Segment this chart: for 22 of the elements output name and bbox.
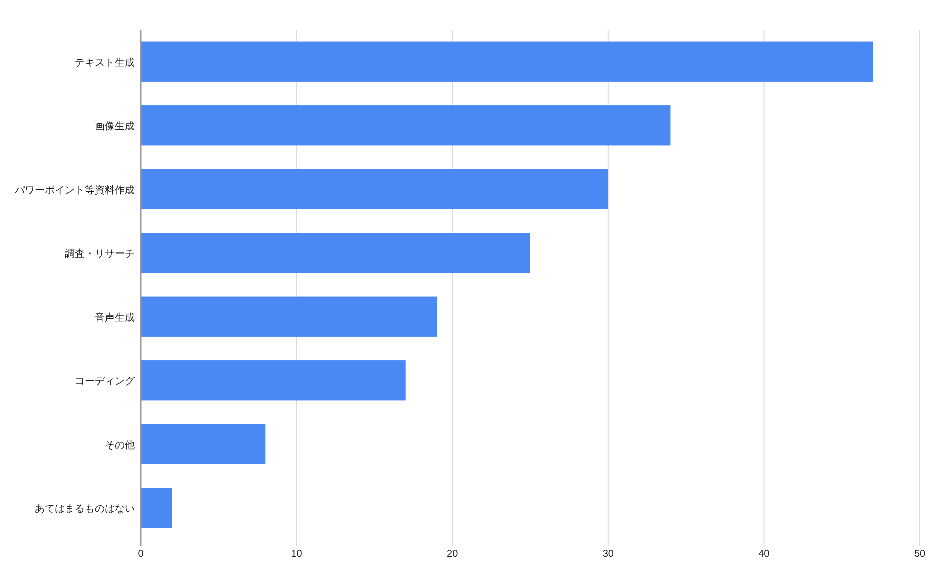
x-tick-label: 10 — [291, 549, 303, 560]
y-tick-label: 音声生成 — [95, 312, 135, 324]
bar — [141, 360, 406, 401]
y-tick-label: 画像生成 — [95, 120, 135, 133]
bar — [141, 106, 671, 146]
bar — [141, 296, 438, 337]
x-tick-label: 40 — [758, 549, 770, 560]
bar — [141, 42, 874, 82]
bar — [141, 169, 608, 210]
x-tick-label: 0 — [138, 549, 144, 560]
y-tick-label: あてはまるものはない — [35, 504, 135, 516]
x-tick-label: 20 — [447, 549, 459, 560]
y-tick-label: 調査・リサーチ — [65, 248, 135, 260]
bar — [141, 424, 266, 464]
y-tick-label: テキスト生成 — [75, 56, 135, 69]
bar — [141, 233, 530, 274]
y-tick-label: パワーポイント等資料作成 — [14, 184, 135, 196]
y-tick-label: コーディング — [75, 376, 136, 388]
y-tick-label: その他 — [105, 439, 135, 452]
bar — [141, 488, 172, 528]
x-tick-label: 50 — [914, 549, 926, 560]
x-tick-label: 30 — [602, 549, 614, 560]
